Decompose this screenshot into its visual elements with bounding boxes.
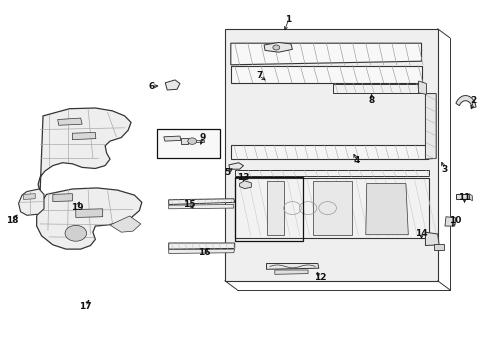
Polygon shape <box>234 178 428 238</box>
Polygon shape <box>425 94 435 159</box>
Circle shape <box>272 45 279 50</box>
Circle shape <box>187 138 196 144</box>
Polygon shape <box>266 181 283 235</box>
Polygon shape <box>224 29 437 281</box>
Text: 10: 10 <box>447 216 460 225</box>
Polygon shape <box>230 43 421 65</box>
Text: 9: 9 <box>199 133 206 142</box>
Text: 1: 1 <box>285 15 291 24</box>
Polygon shape <box>37 188 142 249</box>
Polygon shape <box>264 42 292 52</box>
Polygon shape <box>168 199 234 204</box>
Text: 18: 18 <box>6 216 19 225</box>
Polygon shape <box>433 244 443 250</box>
Polygon shape <box>58 118 82 125</box>
Polygon shape <box>425 232 438 246</box>
Text: 14: 14 <box>414 229 427 238</box>
Text: 17: 17 <box>79 302 92 311</box>
Polygon shape <box>23 194 35 199</box>
Text: 7: 7 <box>255 71 262 80</box>
Polygon shape <box>19 189 44 215</box>
Polygon shape <box>230 145 427 159</box>
Bar <box>157 129 220 158</box>
Polygon shape <box>455 95 475 108</box>
Text: 3: 3 <box>441 165 447 174</box>
Text: 2: 2 <box>469 96 475 105</box>
Text: 15: 15 <box>183 200 196 209</box>
Text: 5: 5 <box>224 168 230 177</box>
Polygon shape <box>312 181 351 235</box>
Polygon shape <box>234 170 428 176</box>
Polygon shape <box>72 132 96 140</box>
Polygon shape <box>168 243 234 249</box>
Text: 19: 19 <box>71 202 83 211</box>
Polygon shape <box>365 184 407 235</box>
Polygon shape <box>418 81 426 94</box>
Text: 16: 16 <box>198 248 210 257</box>
Bar <box>234 177 303 241</box>
Polygon shape <box>168 249 234 253</box>
Polygon shape <box>228 163 243 169</box>
Polygon shape <box>195 140 204 142</box>
Polygon shape <box>163 136 181 141</box>
Polygon shape <box>76 209 102 217</box>
Polygon shape <box>230 66 421 83</box>
Circle shape <box>65 225 86 241</box>
Polygon shape <box>168 204 233 209</box>
Text: 12: 12 <box>313 274 326 282</box>
Polygon shape <box>455 194 468 199</box>
Polygon shape <box>274 270 307 274</box>
Polygon shape <box>266 264 318 269</box>
Polygon shape <box>444 217 455 226</box>
Polygon shape <box>165 80 180 90</box>
Polygon shape <box>468 194 471 201</box>
Text: 4: 4 <box>353 156 360 165</box>
Polygon shape <box>239 181 251 189</box>
Text: 11: 11 <box>457 193 470 202</box>
Polygon shape <box>53 194 72 202</box>
Text: 8: 8 <box>368 96 374 105</box>
Text: 6: 6 <box>148 82 154 91</box>
Text: 13: 13 <box>236 173 249 181</box>
Polygon shape <box>110 216 141 232</box>
Polygon shape <box>332 84 419 93</box>
Polygon shape <box>38 108 131 193</box>
Polygon shape <box>181 138 188 144</box>
